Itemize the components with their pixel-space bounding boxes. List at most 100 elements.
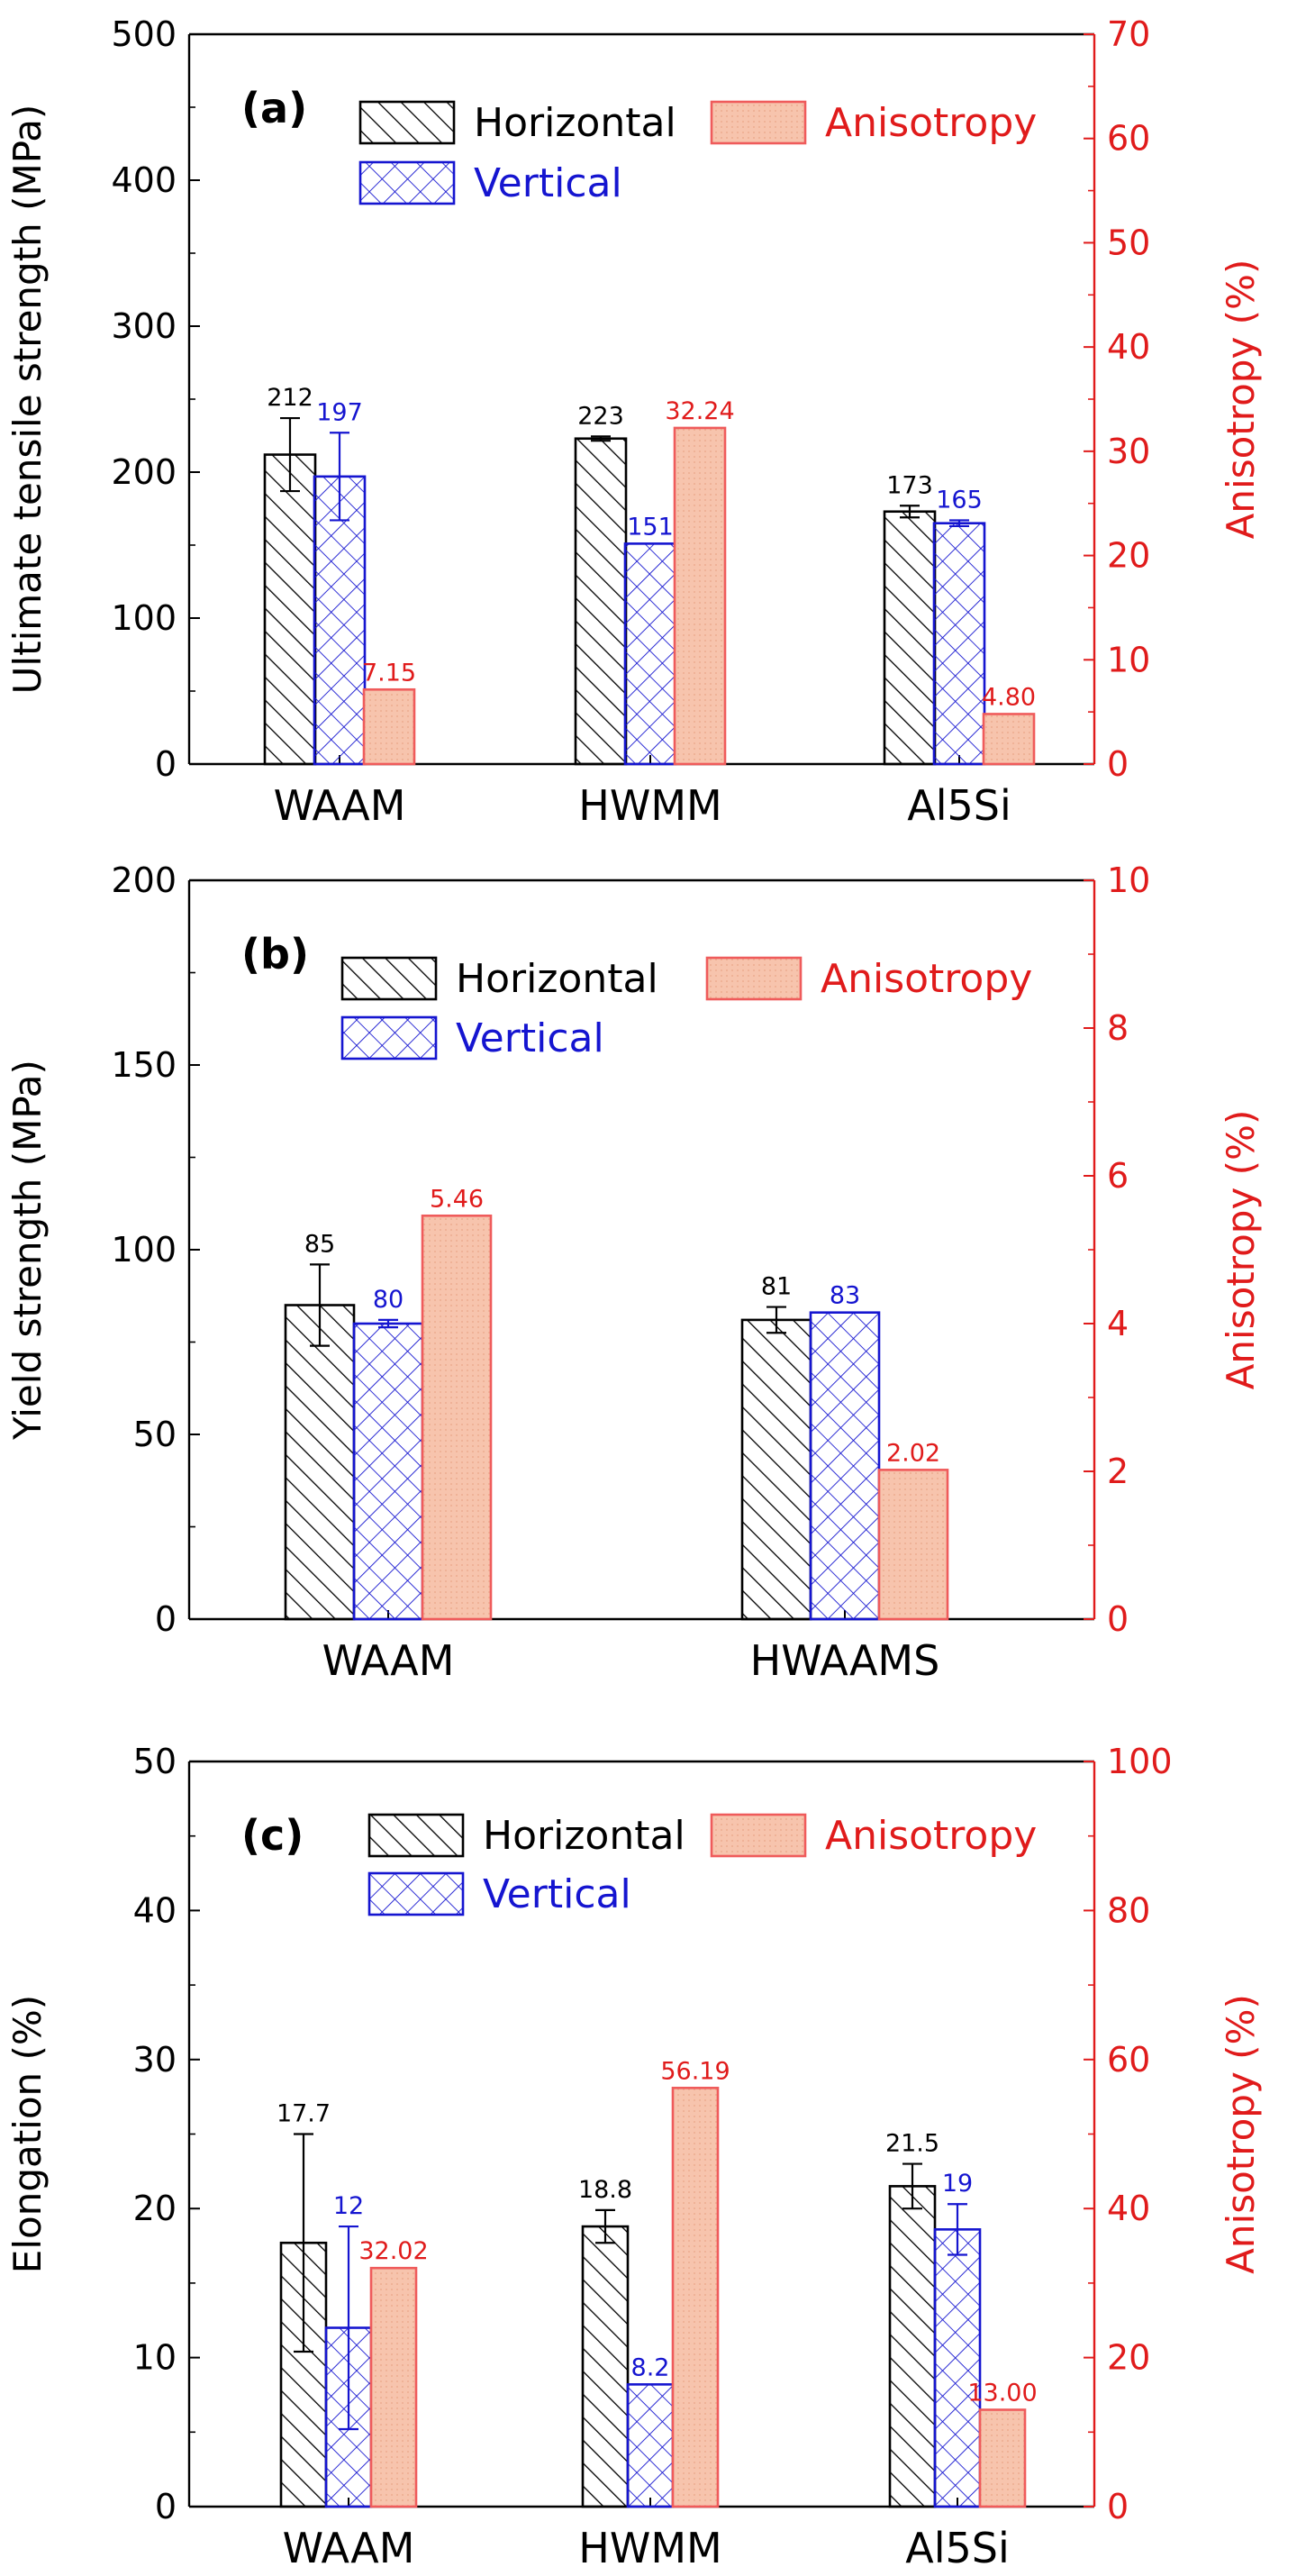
legend-label-anisotropy: Anisotropy (825, 100, 1037, 146)
data-label: 223 (577, 402, 624, 430)
left-tick-label: 200 (111, 860, 177, 900)
right-tick-label: 10 (1107, 860, 1150, 900)
data-label: 13.00 (967, 2379, 1037, 2407)
legend-label-horizontal: Horizontal (483, 1813, 685, 1859)
bar-vertical (626, 2383, 675, 2508)
bar-horizontal (263, 453, 317, 766)
right-tick-label: 20 (1107, 536, 1150, 576)
bar-horizontal (284, 1304, 356, 1621)
x-tick-label: WAAM (283, 2524, 415, 2572)
left-tick-label: 20 (133, 2189, 177, 2228)
data-label: 21.5 (885, 2130, 939, 2158)
right-tick-label: 0 (1107, 2487, 1129, 2526)
x-tick-label: WAAM (322, 1636, 455, 1685)
right-tick-label: 100 (1107, 1742, 1173, 1781)
panel-label: (a) (241, 84, 307, 132)
left-tick-label: 100 (111, 1230, 177, 1270)
bar-horizontal (581, 2225, 630, 2508)
right-tick-label: 70 (1107, 14, 1150, 54)
bar-anisotropy (982, 713, 1036, 766)
right-tick-label: 4 (1107, 1304, 1129, 1343)
bar-horizontal (888, 2185, 937, 2508)
bar-horizontal (740, 1318, 812, 1621)
bar-anisotropy (362, 687, 416, 766)
bar-anisotropy (421, 1214, 493, 1621)
legend-swatch-vertical (358, 160, 456, 205)
bar-vertical (352, 1322, 424, 1621)
left-tick-label: 400 (111, 160, 177, 200)
right-tick-label: 80 (1107, 1890, 1150, 1930)
panel-label: (c) (241, 1811, 304, 1860)
left-tick-label: 100 (111, 598, 177, 638)
data-label: 17.7 (277, 2100, 331, 2128)
bar-anisotropy (369, 2266, 418, 2508)
data-label: 18.8 (578, 2176, 632, 2204)
left-tick-label: 10 (133, 2338, 177, 2378)
left-tick-label: 30 (133, 2040, 177, 2080)
panel-label: (b) (241, 930, 309, 979)
y-axis-title: Yield strength (MPa) (5, 1060, 50, 1441)
right-tick-label: 50 (1107, 223, 1150, 262)
left-tick-label: 40 (133, 1890, 177, 1930)
x-tick-label: HWMM (578, 781, 721, 830)
data-label: 8.2 (631, 2353, 670, 2381)
bar-horizontal (883, 510, 937, 766)
data-label: 173 (886, 471, 933, 499)
legend-label-anisotropy: Anisotropy (821, 956, 1032, 1002)
left-tick-label: 0 (155, 2487, 177, 2526)
right-tick-label: 60 (1107, 2040, 1150, 2080)
legend-label-vertical: Vertical (474, 160, 622, 206)
legend-swatch-anisotropy (710, 1813, 807, 1858)
legend-label-horizontal: Horizontal (474, 100, 676, 146)
data-label: 32.02 (358, 2237, 428, 2265)
y-axis-right-title: Anisotropy (%) (1219, 1994, 1263, 2274)
data-label: 85 (304, 1230, 335, 1258)
data-label: 197 (316, 398, 363, 426)
left-tick-label: 300 (111, 306, 177, 346)
data-label: 12 (333, 2192, 364, 2220)
right-tick-label: 40 (1107, 2189, 1150, 2228)
left-tick-label: 50 (133, 1742, 177, 1781)
legend-swatch-anisotropy (710, 100, 807, 145)
x-tick-label: Al5Si (905, 2524, 1010, 2572)
y-axis-title: Ultimate tensile strength (MPa) (5, 105, 50, 695)
legend-label-vertical: Vertical (483, 1871, 631, 1917)
left-tick-label: 0 (155, 1599, 177, 1639)
right-tick-label: 0 (1107, 1599, 1129, 1639)
bar-anisotropy (671, 2087, 720, 2508)
legend-swatch-horizontal (367, 1813, 465, 1858)
data-label: 165 (936, 486, 983, 514)
right-tick-label: 8 (1107, 1008, 1129, 1048)
bar-horizontal (574, 437, 628, 766)
data-label: 80 (373, 1286, 404, 1314)
x-tick-label: HWAAMS (750, 1636, 940, 1685)
chart-panel-1: 0 100 200 300 400 500 0 10 20 30 40 50 60 70 Ultimate … (5, 14, 1263, 830)
bar-anisotropy (978, 2408, 1027, 2508)
legend-swatch-vertical (340, 1015, 438, 1060)
y-axis-title: Elongation (%) (5, 1995, 50, 2273)
x-tick-label: HWMM (578, 2524, 721, 2572)
data-label: 7.15 (362, 659, 416, 687)
data-label: 83 (830, 1282, 860, 1310)
y-axis-right-title: Anisotropy (%) (1219, 259, 1263, 540)
legend-label-horizontal: Horizontal (456, 956, 658, 1002)
bar-anisotropy (877, 1469, 949, 1621)
legend-swatch-anisotropy (705, 956, 803, 1001)
right-tick-label: 10 (1107, 640, 1150, 679)
left-tick-label: 0 (155, 744, 177, 784)
right-tick-label: 20 (1107, 2338, 1150, 2378)
data-label: 19 (942, 2170, 973, 2198)
bar-vertical (932, 522, 986, 766)
right-tick-label: 60 (1107, 119, 1150, 159)
y-axis-right-title: Anisotropy (%) (1219, 1110, 1263, 1390)
data-label: 81 (761, 1273, 792, 1301)
legend-label-anisotropy: Anisotropy (825, 1813, 1037, 1859)
bar-vertical (809, 1311, 881, 1621)
x-tick-label: Al5Si (907, 781, 1011, 830)
right-tick-label: 6 (1107, 1156, 1129, 1196)
legend-swatch-vertical (367, 1871, 465, 1916)
right-tick-label: 30 (1107, 432, 1150, 471)
left-tick-label: 50 (133, 1415, 177, 1454)
right-tick-label: 40 (1107, 327, 1150, 367)
